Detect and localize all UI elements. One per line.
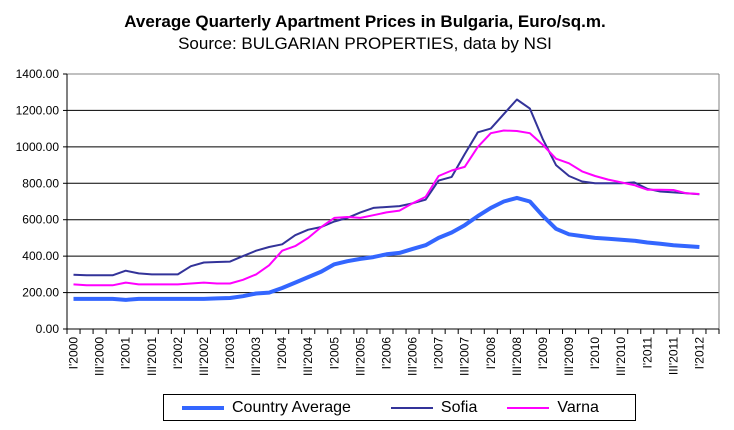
x-tick-label: III'2001 xyxy=(145,337,159,376)
x-tick-label: I'2009 xyxy=(536,337,550,370)
y-tick-label: 1200.00 xyxy=(16,103,60,117)
y-tick-label: 400.00 xyxy=(22,249,59,263)
x-tick-label: III'2000 xyxy=(93,337,107,376)
legend-label: Varna xyxy=(557,398,599,416)
x-tick-label: I'2002 xyxy=(171,337,185,370)
chart-subtitle: Source: BULGARIAN PROPERTIES, data by NS… xyxy=(178,34,552,53)
x-tick-label: I'2006 xyxy=(379,337,393,370)
x-tick-label: I'2003 xyxy=(223,337,237,370)
x-tick-label: III'2003 xyxy=(249,337,263,376)
series-line-sofia xyxy=(73,98,700,277)
legend-swatch xyxy=(390,406,433,409)
legend: Country Average Sofia Varna xyxy=(163,394,636,421)
x-tick-label: III'2010 xyxy=(614,337,628,376)
legend-item-sofia: Sofia xyxy=(390,398,478,417)
x-tick-label: I'2010 xyxy=(588,337,602,370)
x-tick-label: I'2011 xyxy=(640,337,654,369)
x-tick-label: III'2009 xyxy=(562,337,576,376)
y-tick-label: 800.00 xyxy=(22,176,59,190)
y-tick-label: 0.00 xyxy=(36,322,60,336)
x-tick-label: III'2011 xyxy=(666,337,680,375)
x-tick-label: I'2012 xyxy=(692,337,706,370)
y-tick-label: 1000.00 xyxy=(16,140,60,154)
x-tick-label: III'2007 xyxy=(458,337,472,376)
legend-item-country-average: Country Average xyxy=(182,399,351,417)
legend-swatch xyxy=(182,405,224,410)
x-tick-label: III'2002 xyxy=(197,337,211,376)
y-tick-label: 600.00 xyxy=(22,213,59,227)
legend-label: Sofia xyxy=(440,398,478,416)
legend-item-varna: Varna xyxy=(507,399,599,417)
y-tick-label: 1400.00 xyxy=(16,67,60,81)
x-tick-label: III'2004 xyxy=(301,337,315,376)
series-line-country-average xyxy=(73,195,700,302)
x-tick-label: III'2005 xyxy=(353,337,367,376)
series-line-varna xyxy=(73,129,700,287)
x-tick-label: III'2006 xyxy=(406,337,420,376)
x-tick-label: I'2007 xyxy=(432,337,446,370)
y-tick-label: 200.00 xyxy=(22,286,59,300)
x-tick-label: I'2001 xyxy=(119,337,133,370)
x-tick-label: III'2008 xyxy=(510,337,524,376)
legend-label: Country Average xyxy=(232,398,351,416)
x-tick-label: I'2000 xyxy=(67,337,81,370)
legend-swatch xyxy=(507,406,550,409)
x-tick-label: I'2008 xyxy=(484,337,498,370)
x-tick-label: I'2004 xyxy=(275,337,289,370)
chart-title: Average Quarterly Apartment Prices in Bu… xyxy=(124,12,606,31)
x-tick-label: I'2005 xyxy=(327,337,341,370)
